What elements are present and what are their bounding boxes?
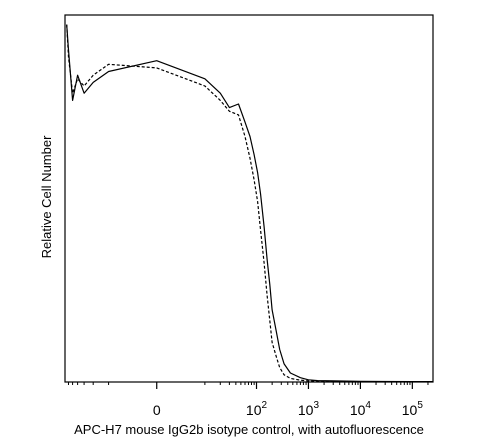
y-axis-title: Relative Cell Number xyxy=(39,135,54,258)
plot-frame xyxy=(64,14,434,383)
series-layer xyxy=(66,24,433,383)
x-tick-label: 103 xyxy=(298,400,320,418)
series-line-solid xyxy=(66,24,433,383)
x-major-ticks xyxy=(156,382,413,389)
x-minor-ticks xyxy=(67,382,429,385)
x-tick-label: 104 xyxy=(350,400,372,418)
x-tick-label: 102 xyxy=(246,400,268,418)
x-tick-label: 105 xyxy=(402,400,424,418)
series-line-dashed xyxy=(66,24,433,383)
x-tick-labels: 0 102 103 104 105 xyxy=(153,400,424,418)
x-tick-label: 0 xyxy=(153,402,161,418)
x-axis-title: APC-H7 mouse IgG2b isotype control, with… xyxy=(74,422,424,437)
